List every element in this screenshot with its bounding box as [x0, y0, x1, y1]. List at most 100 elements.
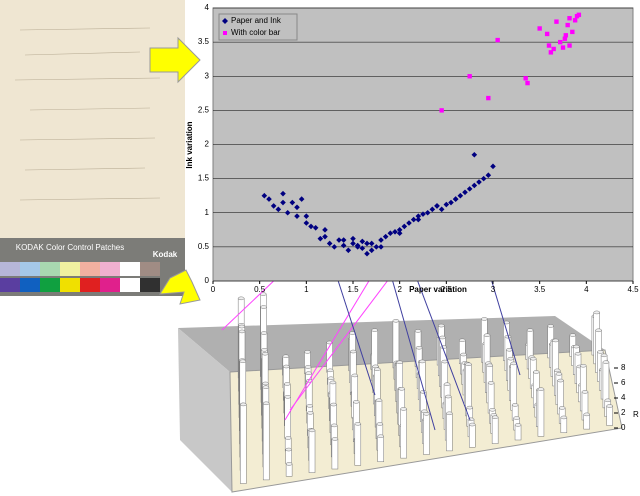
point — [554, 19, 559, 24]
pillar-top — [371, 328, 378, 332]
point — [567, 43, 572, 48]
pillar-top — [503, 320, 510, 325]
surface-tick-label: 6 — [621, 378, 626, 387]
point — [359, 245, 366, 252]
pillar — [308, 430, 316, 473]
pillar-top — [439, 335, 446, 340]
pillar-top — [284, 395, 291, 399]
point — [490, 163, 496, 170]
pillar — [491, 416, 499, 444]
point — [457, 192, 464, 199]
point — [387, 230, 394, 237]
pillar — [469, 424, 476, 448]
point — [298, 196, 305, 202]
pillar-top — [597, 350, 604, 354]
x-tick-label: 2 — [397, 285, 402, 294]
point — [537, 26, 542, 31]
point — [439, 108, 444, 113]
pillar-top — [569, 333, 577, 337]
pillar-top — [604, 398, 612, 403]
pillar-top — [285, 447, 292, 452]
pillar-top — [558, 406, 566, 410]
pillar — [423, 413, 430, 455]
point — [270, 203, 277, 209]
pillar-top — [595, 328, 602, 333]
point — [378, 237, 384, 243]
y-axis-label: Ink variation — [185, 121, 194, 168]
point — [359, 238, 366, 245]
y-tick-label: 4 — [205, 3, 210, 12]
pillar — [400, 408, 407, 459]
point — [562, 36, 568, 41]
point — [368, 247, 375, 254]
point — [544, 31, 550, 37]
pillar-top — [481, 317, 488, 321]
pillar-top — [282, 354, 290, 358]
point — [576, 12, 582, 18]
point — [364, 250, 370, 257]
legend-marker — [222, 18, 228, 24]
legend-label: With color bar — [231, 28, 281, 37]
pillar — [262, 403, 270, 481]
x-tick-label: 0.5 — [254, 285, 266, 294]
point — [364, 240, 370, 247]
pillar-top — [560, 415, 568, 420]
pillar-top — [398, 387, 405, 391]
pillar-top — [239, 359, 247, 364]
point — [563, 33, 568, 38]
point — [429, 206, 436, 213]
pillar-top — [354, 422, 362, 426]
point — [567, 16, 572, 21]
pillar-top — [581, 390, 589, 394]
y-tick-label: 2.5 — [198, 105, 210, 114]
x-tick-label: 1.5 — [347, 285, 359, 294]
point — [392, 229, 398, 235]
pillar-top — [372, 364, 379, 369]
point — [485, 172, 492, 179]
legend-marker — [223, 31, 227, 35]
surface-axis: 0 2 4 6 8 — [614, 363, 626, 432]
point — [340, 242, 347, 249]
point — [373, 244, 380, 250]
pillar-top — [262, 385, 270, 389]
point — [443, 201, 450, 208]
pillar-top — [552, 338, 559, 343]
y-tick-label: 3.5 — [198, 37, 210, 46]
point — [401, 223, 408, 230]
pillar — [446, 413, 453, 452]
pillar-top — [349, 349, 357, 354]
pillar-top — [489, 408, 496, 412]
point — [368, 240, 375, 247]
pillar-top — [526, 328, 534, 332]
pillar-top — [438, 323, 445, 328]
pillar — [331, 438, 339, 470]
point — [378, 244, 384, 250]
point — [326, 240, 333, 247]
pillar-top — [327, 376, 335, 381]
pillar-top — [414, 329, 422, 333]
pillar-top — [351, 373, 358, 378]
y-tick-label: 0 — [205, 276, 210, 285]
y-tick-label: 2 — [205, 140, 210, 149]
pillar-top — [330, 423, 338, 428]
point — [471, 151, 478, 158]
point — [275, 206, 282, 213]
point — [289, 199, 296, 206]
y-tick-label: 1.5 — [198, 174, 210, 183]
color-card-brand: Kodak — [153, 250, 178, 259]
pillar-top — [554, 368, 561, 373]
point — [467, 74, 472, 79]
pillar-top — [283, 364, 290, 369]
pillar-top — [514, 423, 522, 427]
handwriting — [14, 27, 161, 201]
point — [312, 224, 319, 231]
pillar-top — [537, 387, 545, 391]
point — [406, 220, 412, 226]
pillar-top — [305, 371, 312, 375]
pillar-top — [261, 351, 269, 356]
document-photo — [0, 0, 185, 238]
point — [486, 95, 491, 101]
pillar-top — [547, 324, 554, 328]
point — [322, 233, 328, 240]
